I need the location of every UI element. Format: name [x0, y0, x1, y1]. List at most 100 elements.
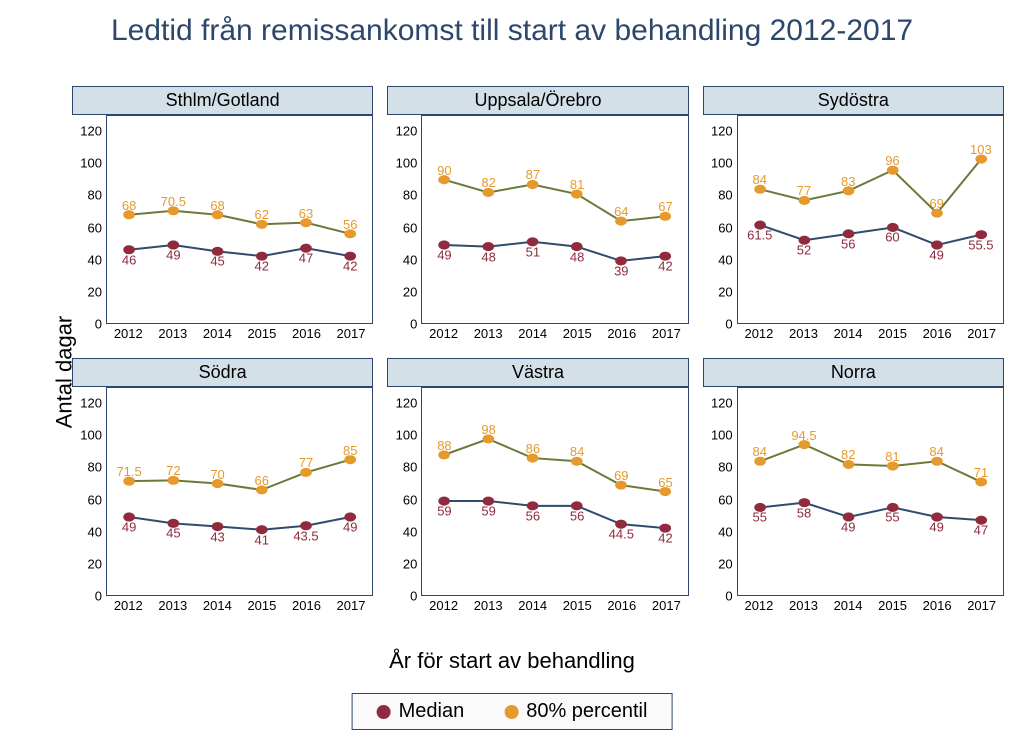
- series-marker: [123, 210, 135, 219]
- series-marker: [300, 468, 312, 477]
- x-tick-label: 2012: [429, 598, 458, 613]
- panel: Norra0204060801001208494.582818471555849…: [703, 358, 1004, 616]
- series-line: [444, 180, 665, 221]
- series-marker: [439, 240, 451, 249]
- series-marker: [615, 256, 627, 265]
- series-marker: [483, 242, 495, 251]
- y-tick-label: 80: [403, 188, 417, 203]
- plot-area: 6870.568626356464945424742: [107, 115, 373, 324]
- series-marker: [754, 503, 766, 512]
- panel-title: Uppsala/Örebro: [387, 86, 688, 115]
- series-marker: [123, 512, 135, 521]
- plot-svg: [738, 388, 1003, 595]
- series-marker: [212, 479, 224, 488]
- series-marker: [660, 524, 672, 533]
- legend-item-median: Median: [377, 700, 465, 723]
- y-ticks: 020406080100120: [72, 115, 107, 324]
- y-tick-label: 100: [711, 156, 733, 171]
- x-tick-label: 2014: [834, 326, 863, 341]
- y-tick-label: 20: [403, 284, 417, 299]
- series-marker: [887, 223, 899, 232]
- x-tick-label: 2016: [923, 326, 952, 341]
- x-ticks: 201220132014201520162017: [72, 596, 373, 616]
- y-ticks: 020406080100120: [387, 115, 422, 324]
- x-tick-label: 2012: [744, 598, 773, 613]
- y-tick-label: 60: [403, 220, 417, 235]
- x-tick-label: 2013: [158, 326, 187, 341]
- series-line: [444, 439, 665, 492]
- series-marker: [571, 501, 583, 510]
- series-marker: [167, 240, 179, 249]
- plot-row: 02040608010012071.572706677854945434143.…: [72, 387, 373, 596]
- y-tick-label: 80: [403, 460, 417, 475]
- series-marker: [439, 450, 451, 459]
- plot-row: 0204060801001208898868469655959565644.54…: [387, 387, 688, 596]
- series-marker: [571, 189, 583, 198]
- y-tick-label: 60: [403, 492, 417, 507]
- series-marker: [798, 498, 810, 507]
- y-tick-label: 80: [88, 460, 102, 475]
- x-tick-label: 2014: [203, 326, 232, 341]
- y-ticks: 020406080100120: [703, 115, 738, 324]
- y-tick-label: 20: [88, 284, 102, 299]
- y-tick-label: 100: [711, 428, 733, 443]
- series-marker: [167, 519, 179, 528]
- series-marker: [754, 221, 766, 230]
- series-marker: [300, 521, 312, 530]
- plot-row: 020406080100120847783966910361.552566049…: [703, 115, 1004, 324]
- series-marker: [615, 217, 627, 226]
- x-tick-label: 2012: [744, 326, 773, 341]
- x-tick-label: 2013: [474, 326, 503, 341]
- series-marker: [842, 229, 854, 238]
- y-ticks: 020406080100120: [703, 387, 738, 596]
- plot-svg: [107, 388, 372, 595]
- x-tick-label: 2015: [247, 598, 276, 613]
- panel-title: Sthlm/Gotland: [72, 86, 373, 115]
- x-axis-label: År för start av behandling: [0, 648, 1024, 674]
- panel: Uppsala/Örebro02040608010012090828781646…: [387, 86, 688, 344]
- panel: Västra0204060801001208898868469655959565…: [387, 358, 688, 616]
- y-tick-label: 40: [88, 524, 102, 539]
- series-marker: [167, 476, 179, 485]
- series-marker: [975, 230, 987, 239]
- x-tick-label: 2014: [518, 598, 547, 613]
- y-tick-label: 40: [88, 252, 102, 267]
- series-marker: [571, 242, 583, 251]
- series-line: [444, 501, 665, 528]
- y-tick-label: 120: [396, 124, 418, 139]
- x-tick-label: 2012: [114, 326, 143, 341]
- series-marker: [527, 237, 539, 246]
- series-marker: [483, 496, 495, 505]
- plot-svg: [422, 116, 687, 323]
- series-marker: [975, 477, 987, 486]
- x-tick-label: 2013: [158, 598, 187, 613]
- plot-svg: [107, 116, 372, 323]
- x-tick-label: 2015: [563, 326, 592, 341]
- plot-area: 847783966910361.55256604955.5: [738, 115, 1004, 324]
- series-marker: [212, 210, 224, 219]
- series-marker: [798, 196, 810, 205]
- x-tick-label: 2016: [292, 326, 321, 341]
- x-tick-label: 2017: [652, 598, 681, 613]
- series-marker: [842, 512, 854, 521]
- series-marker: [842, 186, 854, 195]
- plot-svg: [422, 388, 687, 595]
- y-tick-label: 120: [80, 124, 102, 139]
- y-tick-label: 80: [88, 188, 102, 203]
- x-tick-label: 2012: [114, 598, 143, 613]
- series-marker: [754, 185, 766, 194]
- y-tick-label: 60: [88, 220, 102, 235]
- panel: Sydöstra020406080100120847783966910361.5…: [703, 86, 1004, 344]
- y-tick-label: 60: [88, 492, 102, 507]
- series-marker: [975, 154, 987, 163]
- series-marker: [344, 252, 356, 261]
- x-ticks: 201220132014201520162017: [387, 324, 688, 344]
- chart-container: Ledtid från remissankomst till start av …: [0, 0, 1024, 744]
- y-tick-label: 20: [718, 556, 732, 571]
- series-marker: [256, 525, 268, 534]
- series-marker: [571, 457, 583, 466]
- series-marker: [931, 512, 943, 521]
- plot-area: 8898868469655959565644.542: [422, 387, 688, 596]
- y-tick-label: 120: [711, 396, 733, 411]
- series-marker: [975, 516, 987, 525]
